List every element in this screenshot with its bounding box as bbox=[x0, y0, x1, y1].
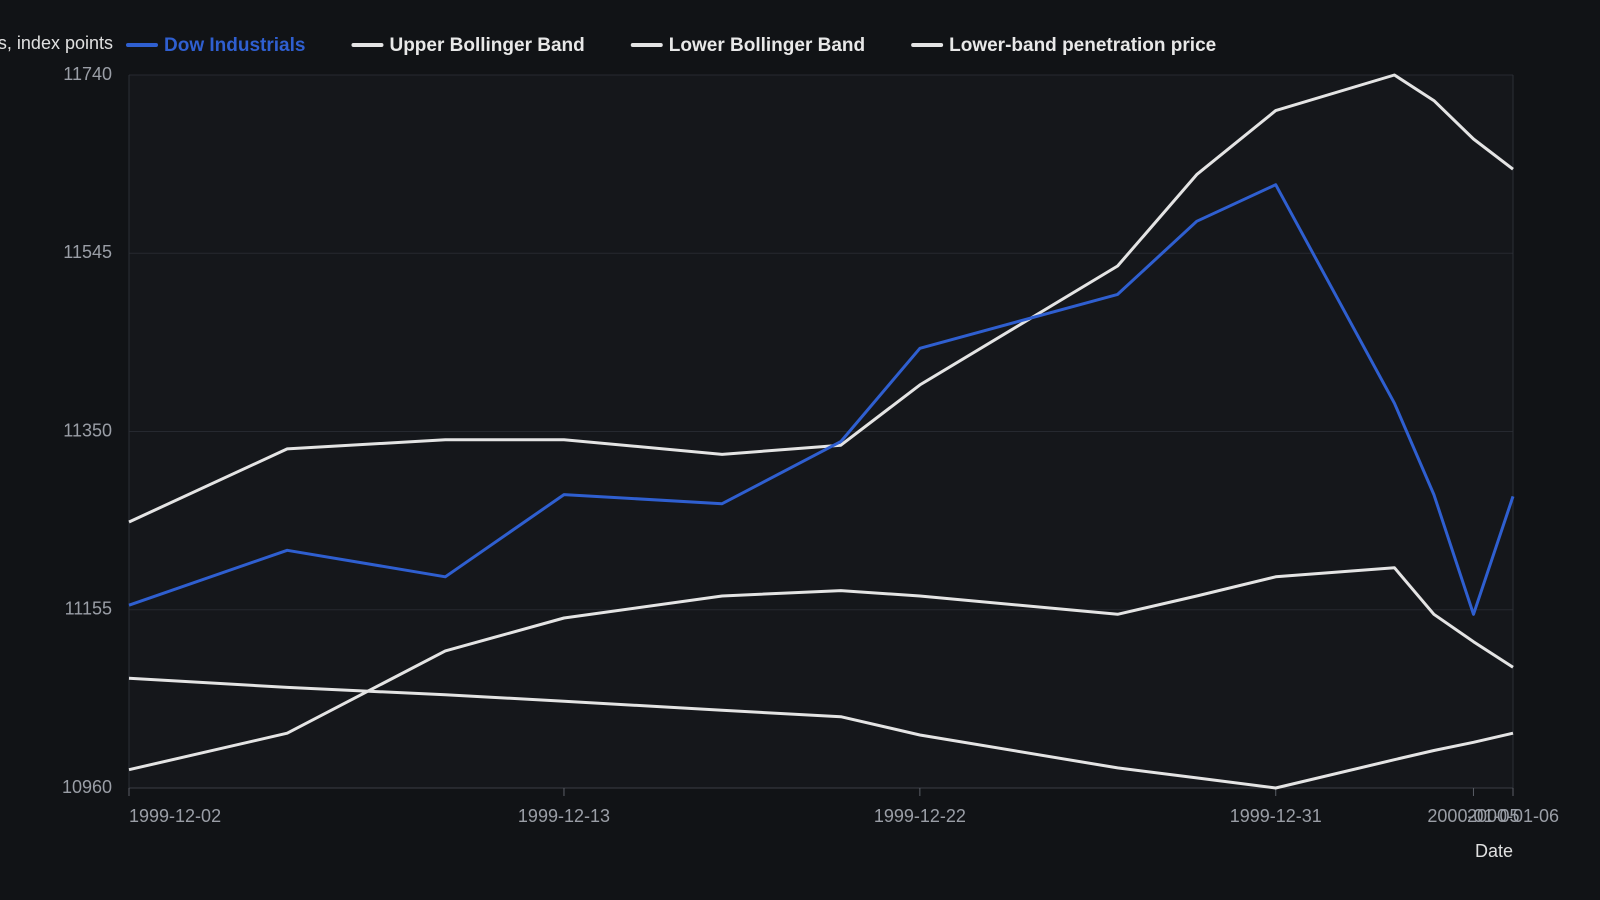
series-line bbox=[128, 183, 1515, 616]
legend-text: Lower-band penetration price bbox=[949, 35, 1216, 56]
series-line bbox=[128, 73, 1514, 524]
x-tick-label: 1999-12-22 bbox=[874, 806, 966, 826]
y-tick-label: 11155 bbox=[65, 599, 112, 619]
x-tick-label: 1999-12-13 bbox=[518, 806, 610, 826]
y-tick-label: 11350 bbox=[63, 420, 112, 440]
x-tick-label: 1999-12-31 bbox=[1230, 806, 1322, 826]
y-tick-label: 11545 bbox=[63, 242, 112, 262]
legend-text: Dow Industrials bbox=[164, 35, 305, 56]
y-axis-title: Dow Industrials, index points bbox=[0, 33, 113, 53]
legend-text: Upper Bollinger Band bbox=[389, 35, 584, 56]
series-line bbox=[128, 676, 1514, 790]
x-tick-label: 2000-01-05 bbox=[1427, 806, 1519, 826]
x-axis-title: Date bbox=[1475, 841, 1513, 861]
y-tick-label: 10960 bbox=[62, 777, 112, 797]
legend-text: Lower Bollinger Band bbox=[669, 35, 865, 56]
x-tick-label: 2000-01-06 bbox=[1467, 806, 1559, 826]
y-tick-label: 11740 bbox=[63, 64, 112, 84]
x-tick-label: 1999-12-02 bbox=[129, 806, 221, 826]
series-line bbox=[128, 566, 1514, 772]
